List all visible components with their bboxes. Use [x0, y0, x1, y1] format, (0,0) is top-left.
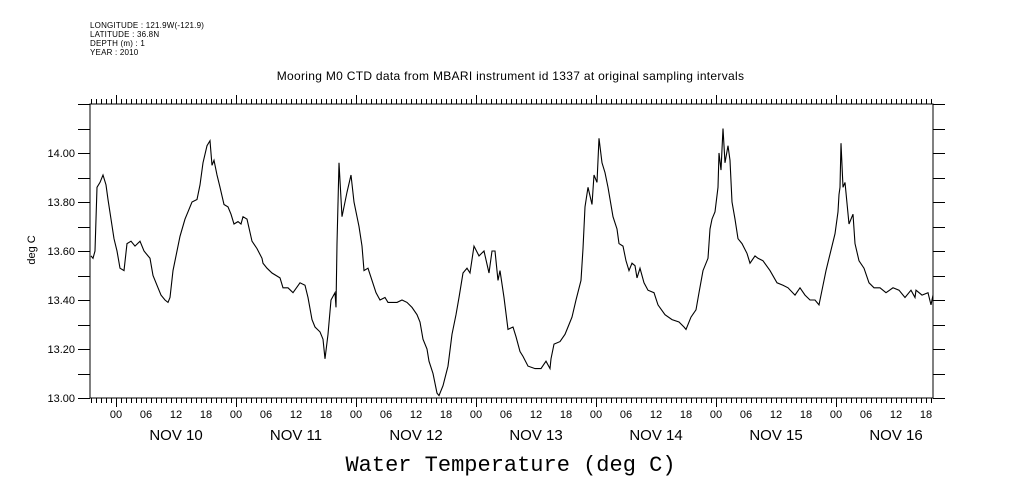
meta-year: YEAR : 2010 [90, 48, 139, 57]
y-tick-label: 13.00 [47, 393, 75, 405]
x-tick-label: 12 [770, 409, 782, 421]
x-day-label: NOV 13 [509, 427, 562, 444]
x-tick-label: 06 [500, 409, 512, 421]
x-day-label: NOV 12 [389, 427, 442, 444]
x-tick-label: 18 [320, 409, 332, 421]
x-tick-label: 12 [530, 409, 542, 421]
x-tick-label: 12 [410, 409, 422, 421]
x-tick-label: 18 [680, 409, 692, 421]
x-tick-label: 12 [170, 409, 182, 421]
x-axis-title: Water Temperature (deg C) [345, 453, 676, 478]
x-tick-label: 12 [290, 409, 302, 421]
y-tick-label: 13.40 [47, 295, 75, 307]
x-tick-label: 06 [380, 409, 392, 421]
x-tick-label: 00 [230, 409, 242, 421]
x-tick-label: 18 [800, 409, 812, 421]
x-tick-label: 18 [560, 409, 572, 421]
x-day-label: NOV 14 [629, 427, 682, 444]
x-tick-label: 06 [140, 409, 152, 421]
plot-frame [89, 103, 934, 399]
x-tick-label: 06 [740, 409, 752, 421]
x-tick-label: 18 [440, 409, 452, 421]
x-tick-label: 06 [260, 409, 272, 421]
x-day-label: NOV 11 [270, 427, 322, 444]
x-tick-label: 18 [200, 409, 212, 421]
x-tick-label: 00 [590, 409, 602, 421]
series-group [90, 128, 934, 397]
series-line-water-temperature [90, 128, 934, 397]
chart-title: Mooring M0 CTD data from MBARI instrumen… [276, 69, 745, 83]
x-tick-label: 00 [470, 409, 482, 421]
y-axis-ticks: 13.00 13.20 13.40 13.60 13.80 14.00 [47, 104, 945, 405]
x-day-label: NOV 15 [749, 427, 802, 444]
metadata-block: LONGITUDE : 121.9W(-121.9) LATITUDE : 36… [90, 21, 204, 57]
axes [89, 103, 934, 399]
x-tick-label: 06 [860, 409, 872, 421]
meta-depth: DEPTH (m) : 1 [90, 39, 146, 48]
x-tick-label: 00 [110, 409, 122, 421]
y-axis-label: deg C [26, 235, 38, 264]
y-tick-label: 13.20 [47, 344, 75, 356]
meta-longitude: LONGITUDE : 121.9W(-121.9) [90, 21, 205, 30]
x-tick-label: 18 [920, 409, 932, 421]
x-axis-ticks: 00 06 12 18 00 06 12 18 00 06 12 18 00 06 12 18 00 06 12 18… [91, 95, 932, 444]
x-tick-label: 06 [620, 409, 632, 421]
x-day-label: NOV 10 [149, 427, 202, 444]
x-tick-label: 12 [650, 409, 662, 421]
x-day-label: NOV 16 [869, 427, 922, 444]
meta-latitude: LATITUDE : 36.8N [90, 30, 160, 39]
x-tick-label: 12 [890, 409, 902, 421]
x-tick-label: 00 [830, 409, 842, 421]
y-tick-label: 14.00 [47, 148, 75, 160]
y-tick-label: 13.60 [47, 246, 75, 258]
y-tick-label: 13.80 [47, 197, 75, 209]
x-tick-label: 00 [350, 409, 362, 421]
x-tick-label: 00 [710, 409, 722, 421]
